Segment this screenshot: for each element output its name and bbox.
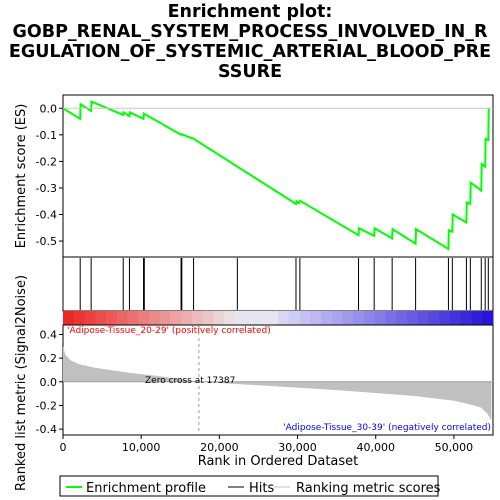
color-bar-segment: [192, 311, 204, 325]
color-bar-segment: [321, 311, 333, 325]
es-y-tick-label: -0.1: [36, 129, 57, 142]
ranking-metric-area: [63, 346, 492, 420]
x-tick-label: 30,000: [278, 441, 317, 454]
title-line: SSURE: [217, 62, 283, 82]
es-y-ticks: 0.0 -0.1 -0.2 -0.3 -0.4 -0.5: [36, 102, 63, 248]
color-bar-segment: [331, 311, 343, 325]
color-bar-segment: [63, 311, 75, 325]
color-bar-segment: [428, 311, 440, 325]
title-line: Enrichment plot:: [167, 2, 333, 22]
color-bar-segment: [310, 311, 322, 325]
negative-correlation-label: 'Adipose-Tissue_30-39' (negatively corre…: [283, 423, 491, 433]
title-line: EGULATION_OF_SYSTEMIC_ARTERIAL_BLOOD_PRE: [8, 42, 492, 62]
color-bar-segment: [342, 311, 354, 325]
color-bar-segment: [396, 311, 408, 325]
color-bar-segment: [299, 311, 311, 325]
es-y-axis-label: Enrichment score (ES): [14, 104, 29, 249]
color-bar-segment: [138, 311, 150, 325]
color-bar-segment: [73, 311, 85, 325]
color-bar-segment: [106, 311, 118, 325]
metric-y-tick-label: -0.2: [36, 399, 57, 412]
color-bar-segment: [288, 311, 300, 325]
color-bar-segment: [170, 311, 182, 325]
color-bar-segment: [471, 311, 483, 325]
metric-y-axis-label: Ranked list metric (Signal2Noise): [14, 275, 29, 491]
color-bar-segment: [460, 311, 472, 325]
x-tick-label: 50,000: [435, 441, 474, 454]
es-y-tick-label: -0.4: [36, 209, 57, 222]
hit-lines: [79, 258, 489, 310]
es-y-tick-label: 0.0: [40, 102, 58, 115]
es-panel-frame: [62, 94, 494, 258]
es-panel: 0.0 -0.1 -0.2 -0.3 -0.4 -0.5 Enrichment score…: [14, 94, 494, 258]
metric-y-tick-label: 0.4: [40, 328, 58, 341]
title-line: GOBP_RENAL_SYSTEM_PROCESS_INVOLVED_IN_R: [12, 22, 488, 42]
color-bar-segment: [417, 311, 429, 325]
color-bar-segment: [407, 311, 419, 325]
color-bar-segment: [224, 311, 236, 325]
legend-hits-label: Hits: [249, 481, 274, 496]
color-bar-segment: [202, 311, 214, 325]
color-bar-segment: [278, 311, 290, 325]
color-bar-segment: [95, 311, 107, 325]
metric-y-tick-label: 0.0: [40, 376, 58, 389]
color-bar-segment: [439, 311, 451, 325]
x-axis-label: Rank in Ordered Dataset: [198, 454, 359, 469]
color-bar-segment: [256, 311, 268, 325]
color-bar-segment: [159, 311, 171, 325]
color-bar-segment: [245, 311, 257, 325]
enrichment-profile-line: [62, 100, 490, 251]
x-tick-label: 0: [60, 441, 67, 454]
color-bar-segment: [149, 311, 161, 325]
chart-title: Enrichment plot: GOBP_RENAL_SYSTEM_PROCE…: [0, 2, 500, 82]
color-bar-segment: [450, 311, 462, 325]
color-bar-segment: [385, 311, 397, 325]
zero-cross-label: Zero cross at 17387: [145, 376, 235, 386]
positive-correlation-label: 'Adipose-Tissue_20-29' (positively corre…: [67, 326, 271, 336]
color-bar-segment: [482, 311, 494, 325]
x-tick-label: 40,000: [356, 441, 395, 454]
color-bar-segment: [374, 311, 386, 325]
legend-frame: [59, 475, 439, 497]
metric-panel: 0.4 0.2 0.0 -0.2 -0.4 0 10,000 20,000 30,000 40,…: [14, 275, 494, 491]
metric-y-ticks: 0.4 0.2 0.0 -0.2 -0.4: [36, 328, 63, 436]
x-tick-label: 20,000: [200, 441, 239, 454]
metric-x-ticks: 0 10,000 20,000 30,000 40,000 50,000: [60, 435, 474, 454]
legend-enrichment-label: Enrichment profile: [86, 481, 206, 496]
legend: Enrichment profile Hits Ranking metric s…: [59, 475, 441, 497]
es-y-tick-label: -0.5: [36, 235, 57, 248]
color-bar-segment: [84, 311, 96, 325]
color-bar-segment: [353, 311, 365, 325]
es-y-tick-label: -0.2: [36, 155, 57, 168]
es-y-tick-label: -0.3: [36, 182, 57, 195]
metric-y-tick-label: -0.4: [36, 423, 57, 436]
color-bar-segment: [127, 311, 139, 325]
metric-y-tick-label: 0.2: [40, 352, 58, 365]
hits-panel-frame: [62, 256, 494, 312]
hits-panel: [62, 256, 494, 312]
x-tick-label: 10,000: [122, 441, 161, 454]
color-bar-segment: [116, 311, 128, 325]
color-bar-segment: [267, 311, 279, 325]
color-bar-segment: [213, 311, 225, 325]
color-bar-segment: [364, 311, 376, 325]
legend-metric-label: Ranking metric scores: [296, 481, 441, 496]
ranking-color-bar: [63, 311, 494, 325]
color-bar-segment: [181, 311, 193, 325]
color-bar-segment: [235, 311, 247, 325]
